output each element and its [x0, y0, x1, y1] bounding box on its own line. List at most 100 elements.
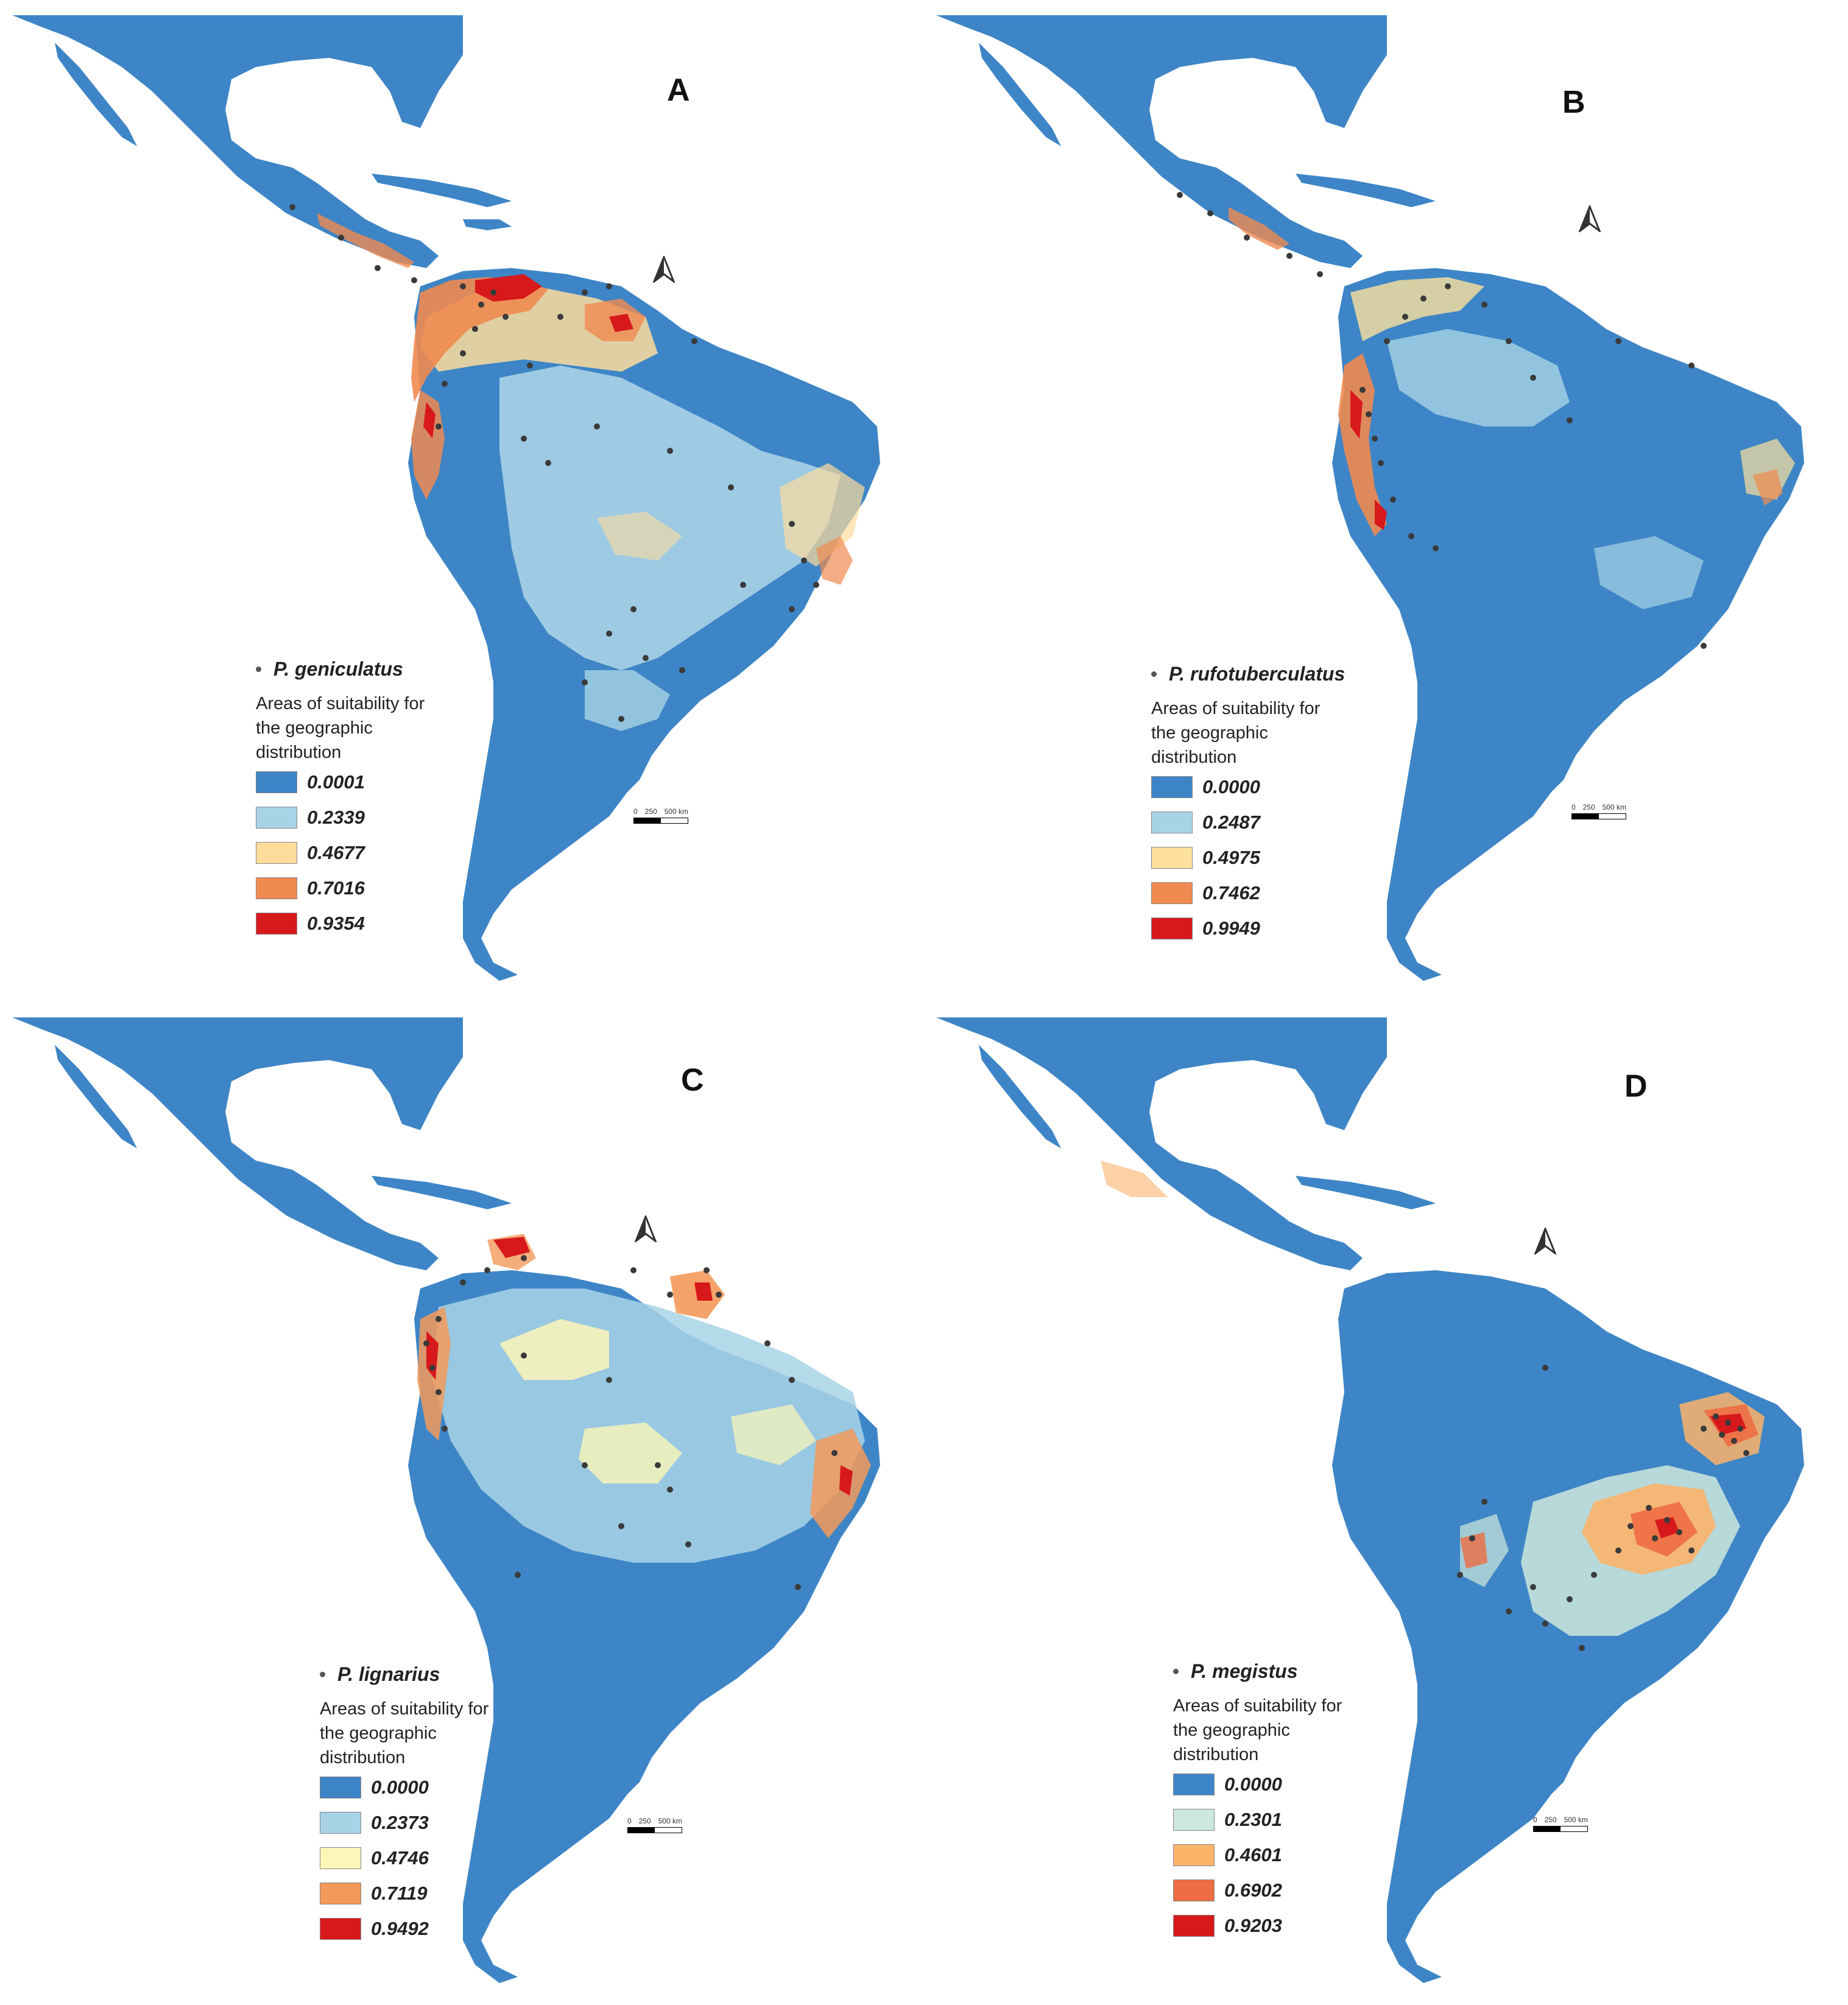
- legend-species: P. rufotuberculatus: [1151, 663, 1345, 685]
- legend-swatch: [320, 1918, 361, 1940]
- occurrence-point: [503, 314, 509, 320]
- scale-bar: 0 250 500 km: [627, 1817, 682, 1841]
- legend-swatch: [320, 1883, 361, 1904]
- scale-label-zero: 0: [633, 807, 638, 816]
- occurrence-point: [1530, 1584, 1536, 1590]
- occurrence-point: [1737, 1426, 1743, 1432]
- occurrence-point: [685, 1541, 691, 1547]
- occurrence-point: [679, 667, 685, 673]
- legend-row: 0.7462: [1151, 875, 1345, 911]
- occurrence-point: [1317, 271, 1323, 277]
- occurrence-point: [582, 289, 588, 295]
- occurrence-point: [1731, 1438, 1737, 1444]
- occurrence-point: [1615, 1547, 1621, 1554]
- occurrence-point: [1366, 411, 1372, 417]
- occurrence-point: [1420, 295, 1427, 302]
- scale-label-max: 500 km: [1602, 803, 1626, 812]
- legend-row: 0.9492: [320, 1911, 490, 1947]
- occurrence-point: [1506, 1608, 1512, 1614]
- occurrence-point: [1360, 387, 1366, 393]
- land-b: [936, 15, 1804, 981]
- legend-row: 0.9203: [1173, 1908, 1344, 1943]
- legend-swatch: [1173, 1773, 1215, 1795]
- land-c: [12, 1017, 880, 1983]
- north-arrow-icon: [652, 254, 676, 285]
- legend-value: 0.2487: [1202, 812, 1260, 833]
- occurrence-point: [582, 679, 588, 685]
- legend-value: 0.0000: [371, 1777, 429, 1798]
- occurrence-point: [740, 582, 746, 588]
- occurrence-points-d: [1457, 1365, 1749, 1651]
- occurrence-point: [704, 1267, 710, 1273]
- occurrence-point: [460, 1279, 466, 1285]
- occurrence-point: [1481, 1499, 1487, 1505]
- legend-swatch: [1151, 882, 1193, 904]
- panel-letter-d: D: [1624, 1069, 1648, 1104]
- scale-label-max: 500 km: [658, 1817, 682, 1825]
- legend-row: 0.0000: [1151, 769, 1345, 805]
- legend-row: 0.6902: [1173, 1873, 1344, 1908]
- occurrence-point: [1701, 1426, 1707, 1432]
- occurrence-point: [606, 283, 612, 289]
- legend-value: 0.2373: [371, 1812, 429, 1833]
- legend-row: 0.2487: [1151, 805, 1345, 840]
- map-b: [936, 15, 1804, 981]
- land-a: [12, 15, 880, 981]
- north-arrow-icon: [1533, 1226, 1557, 1256]
- legend-row: 0.2373: [320, 1805, 490, 1841]
- occurrence-point: [423, 1340, 429, 1346]
- occurrence-point: [521, 1353, 527, 1359]
- occurrence-point: [1646, 1505, 1652, 1511]
- legend-value: 0.9949: [1202, 918, 1260, 939]
- scale-bar: 0 250 500 km: [1533, 1816, 1588, 1840]
- legend-swatch: [1173, 1844, 1215, 1866]
- legend-swatch: [1151, 847, 1193, 869]
- occurrence-point: [1445, 283, 1451, 289]
- occurrence-point: [813, 582, 819, 588]
- scale-bar: 0 250 500 km: [633, 807, 688, 832]
- scale-label-mid: 250: [1544, 1816, 1557, 1824]
- legend-value: 0.2301: [1224, 1809, 1282, 1830]
- legend-row: 0.4975: [1151, 840, 1345, 875]
- occurrence-point: [789, 1377, 795, 1383]
- scale-label-zero: 0: [627, 1817, 632, 1825]
- legend-a: P. geniculatus Areas of suitability for …: [256, 658, 426, 941]
- species-name: P. lignarius: [337, 1663, 440, 1685]
- occurrence-point: [1408, 533, 1414, 539]
- occurrence-point: [521, 436, 527, 442]
- occurrence-points-b: [1177, 192, 1707, 649]
- occurrence-point: [691, 338, 697, 344]
- occurrence-point: [436, 1316, 442, 1322]
- legend-swatch: [320, 1812, 361, 1834]
- panel-letter-b: B: [1562, 85, 1585, 120]
- map-a: [12, 15, 880, 981]
- occurrence-point: [1567, 1596, 1573, 1602]
- occurrence-point: [1688, 1547, 1695, 1554]
- occurrence-point: [442, 1426, 448, 1432]
- legend-swatch: [1151, 918, 1193, 939]
- occurrence-point: [436, 423, 442, 430]
- legend-swatch: [320, 1847, 361, 1869]
- occurrence-point: [521, 1255, 527, 1261]
- occurrence-point: [667, 1487, 673, 1493]
- legend-row: 0.0000: [1173, 1767, 1344, 1802]
- occurrence-point: [594, 423, 600, 430]
- legend-value: 0.6902: [1224, 1879, 1282, 1901]
- occurrence-point: [789, 606, 795, 612]
- legend-row: 0.4601: [1173, 1837, 1344, 1873]
- occurrence-point: [442, 381, 448, 387]
- legend-swatch: [256, 807, 297, 829]
- occurrence-point: [1664, 1517, 1670, 1523]
- legend-row: 0.9949: [1151, 911, 1345, 946]
- legend-swatch: [1173, 1809, 1215, 1831]
- map-c: [12, 1017, 880, 1983]
- occurrence-point: [643, 655, 649, 661]
- legend-species: P. lignarius: [320, 1663, 490, 1686]
- occurrence-point: [545, 460, 551, 466]
- occurrence-point: [484, 1267, 490, 1273]
- scale-label-mid: 250: [1582, 803, 1595, 812]
- occurrence-point: [478, 302, 484, 308]
- legend-row: 0.9354: [256, 906, 426, 941]
- north-arrow-icon: [1578, 203, 1602, 234]
- occurrence-point: [515, 1572, 521, 1578]
